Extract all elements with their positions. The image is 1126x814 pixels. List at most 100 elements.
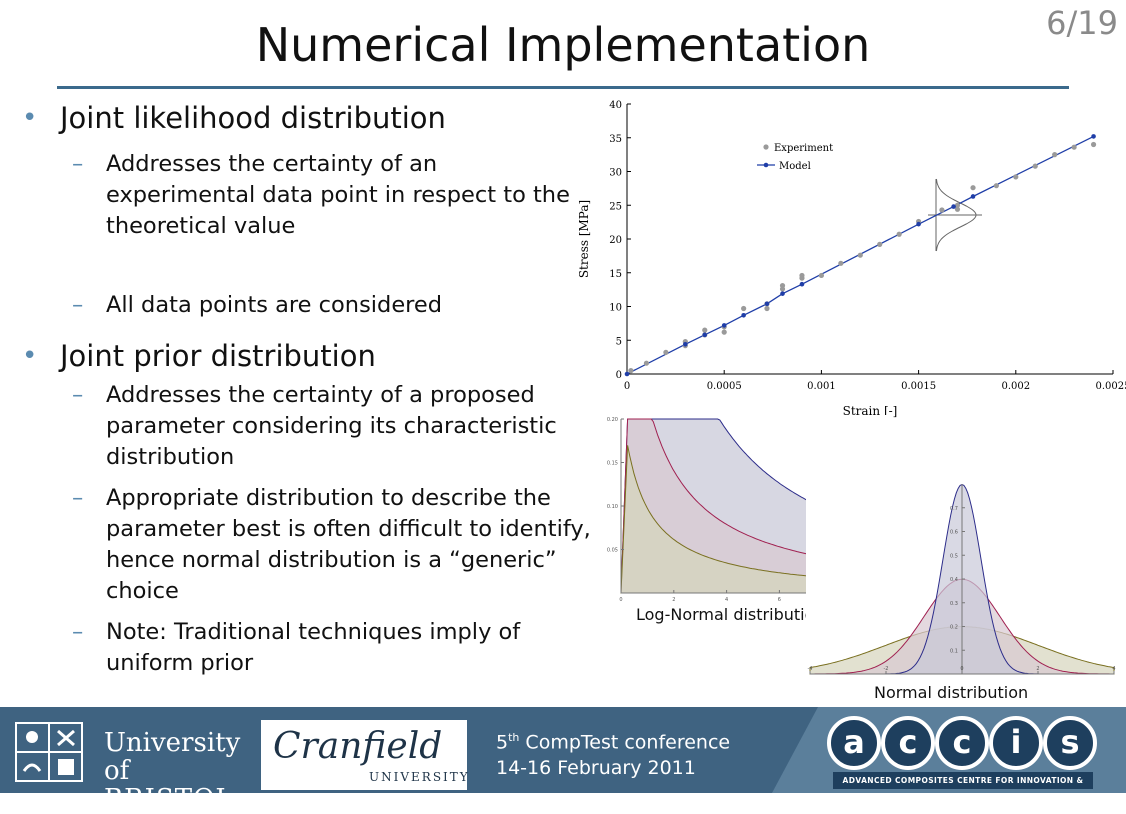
bullet-dot-icon: •: [22, 338, 37, 374]
accis-letter: c: [953, 723, 972, 761]
model-point: [702, 333, 707, 338]
sub-bullet: –Appropriate distribution to describe th…: [22, 483, 592, 607]
y-tick-label: 15: [609, 269, 622, 280]
x-tick-label: 0.002: [1001, 381, 1030, 392]
experiment-point: [644, 361, 649, 366]
accis-letter: a: [843, 723, 865, 761]
x-tick-label: 0: [624, 381, 630, 392]
y-tick-label: 35: [609, 134, 622, 145]
y-tick-label: 0.6: [950, 530, 958, 536]
y-tick-label: 0.7: [950, 506, 958, 512]
bullet-dot-icon: •: [22, 100, 37, 136]
bristol-crest-icon: [14, 721, 84, 783]
legend-model-marker: [764, 163, 769, 168]
y-tick-label: 0.5: [950, 553, 958, 559]
bristol-logo: University of BRISTOL: [14, 721, 244, 783]
experiment-point: [877, 242, 882, 247]
legend-experiment-label: Experiment: [774, 143, 833, 154]
model-point: [1091, 134, 1096, 139]
experiment-point: [741, 306, 746, 311]
x-tick-label: 4: [1112, 666, 1115, 672]
x-tick-label: 0.001: [807, 381, 836, 392]
footer-bar: University of BRISTOL Cranfield UNIVERSI…: [0, 707, 1126, 793]
experiment-point: [858, 253, 863, 258]
dash-icon: –: [72, 617, 83, 648]
experiment-point: [722, 330, 727, 335]
experiment-point: [819, 273, 824, 278]
y-tick-label: 30: [609, 168, 622, 179]
model-point: [951, 204, 956, 209]
experiment-point: [1052, 152, 1057, 157]
experiment-point: [939, 207, 944, 212]
experiment-point: [780, 283, 785, 288]
dash-icon: –: [72, 149, 83, 180]
bullet-likelihood: •Joint likelihood distribution: [22, 100, 592, 136]
x-tick-label: 2: [1036, 666, 1039, 672]
model-point: [971, 194, 976, 199]
experiment-point: [799, 273, 804, 278]
dash-icon: –: [72, 290, 83, 321]
dash-icon: –: [72, 483, 83, 514]
model-point: [683, 342, 688, 347]
bullet-list: •Joint likelihood distribution –Addresse…: [22, 98, 592, 679]
sub-bullet: –Addresses the certainty of a proposed p…: [22, 380, 592, 473]
y-tick-label: 0.3: [950, 601, 958, 607]
x-tick-label: 2: [672, 597, 675, 603]
normal-chart: 0.1 0.2 0.3 0.4 0.5 0.6 0.7 -4 -2 0 2 4: [806, 478, 1120, 680]
y-tick-label: 0.4: [950, 577, 958, 583]
y-tick-label: 0.1: [950, 648, 958, 654]
y-tick-label: 10: [609, 303, 622, 314]
cranfield-logo: Cranfield UNIVERSITY: [261, 720, 467, 790]
accis-letter: c: [899, 723, 918, 761]
model-point: [800, 282, 805, 287]
normal-caption: Normal distribution: [874, 683, 1028, 702]
experiment-point: [1091, 142, 1096, 147]
experiment-point: [628, 368, 633, 373]
slide-title: Numerical Implementation: [0, 18, 1126, 72]
x-tick-label: 0.0005: [707, 381, 742, 392]
sub-bullet: –Addresses the certainty of an experimen…: [22, 149, 592, 242]
model-point: [765, 302, 770, 307]
legend-experiment-marker: [763, 144, 768, 149]
model-point: [625, 372, 630, 377]
x-tick-label: 4: [725, 597, 728, 603]
x-tick-label: -4: [808, 666, 813, 672]
experiment-point: [970, 185, 975, 190]
y-tick-label: 0.10: [607, 504, 618, 510]
x-tick-label: -2: [884, 666, 889, 672]
y-axis-label: Stress [MPa]: [577, 200, 591, 278]
y-tick-label: 0.20: [607, 417, 618, 423]
title-divider: [57, 86, 1069, 89]
x-tick-label: 0: [960, 666, 963, 672]
model-point: [780, 291, 785, 296]
model-point: [916, 222, 921, 227]
model-point: [741, 313, 746, 318]
bullet-prior: •Joint prior distribution: [22, 338, 592, 374]
y-tick-label: 0: [616, 370, 622, 381]
sub-bullet: –Note: Traditional techniques imply of u…: [22, 617, 592, 679]
legend-model-label: Model: [779, 161, 811, 172]
lognormal-caption: Log-Normal distribution: [636, 605, 825, 624]
x-tick-label: 0.0025: [1096, 381, 1126, 392]
y-tick-label: 20: [609, 235, 622, 246]
experiment-point: [838, 261, 843, 266]
model-point: [722, 323, 727, 328]
x-tick-label: 6: [778, 597, 781, 603]
experiment-point: [1033, 164, 1038, 169]
experiment-point: [1072, 145, 1077, 150]
x-tick-label: 0.0015: [901, 381, 936, 392]
y-tick-label: 0.2: [950, 625, 958, 631]
y-tick-label: 0.05: [607, 548, 618, 554]
experiment-point: [764, 306, 769, 311]
conference-info: 5th CompTest conference 14-16 February 2…: [496, 725, 730, 781]
y-tick-label: 40: [609, 100, 622, 111]
y-tick-label: 25: [609, 201, 622, 212]
experiment-point: [1013, 174, 1018, 179]
accis-letter: s: [1060, 723, 1079, 761]
experiment-point: [702, 328, 707, 333]
experiment-point: [897, 232, 902, 237]
dash-icon: –: [72, 380, 83, 411]
